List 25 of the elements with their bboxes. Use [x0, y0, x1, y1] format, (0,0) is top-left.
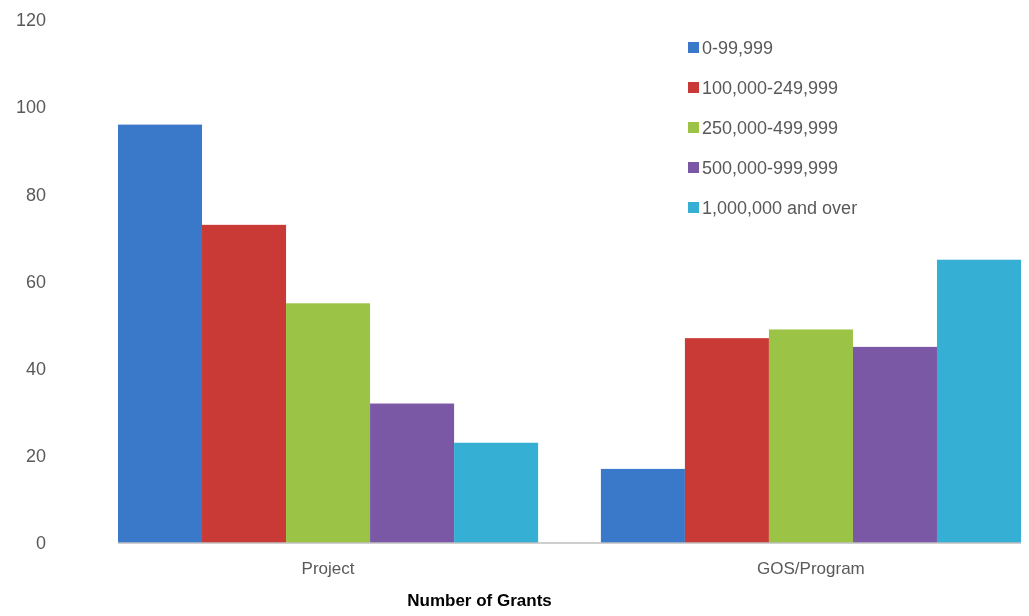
bar [370, 403, 455, 543]
bar [936, 259, 1021, 543]
y-tick-label: 100 [15, 97, 46, 118]
bar [118, 124, 203, 543]
legend-label: 250,000-499,999 [702, 118, 839, 139]
y-tick-label: 80 [25, 184, 46, 205]
y-tick-label: 60 [25, 271, 46, 292]
x-tick-label: GOS/Program [757, 559, 865, 578]
bar [768, 329, 853, 543]
legend-label: 0-99,999 [702, 38, 774, 59]
bar [454, 442, 539, 543]
x-tick-label: Project [301, 559, 355, 578]
bar [684, 338, 769, 543]
legend-label: 1,000,000 and over [702, 198, 858, 219]
legend-label: 100,000-249,999 [702, 78, 839, 99]
y-tick-label: 20 [25, 446, 46, 467]
bar [852, 346, 937, 543]
legend-label: 500,000-999,999 [702, 158, 839, 179]
y-tick-label: 120 [15, 10, 46, 31]
bar [202, 224, 287, 543]
x-axis-title: Number of Grants [407, 591, 552, 610]
y-tick-label: 40 [25, 358, 46, 379]
bar [286, 303, 371, 543]
bar [600, 468, 685, 543]
y-tick-label: 0 [35, 533, 46, 554]
